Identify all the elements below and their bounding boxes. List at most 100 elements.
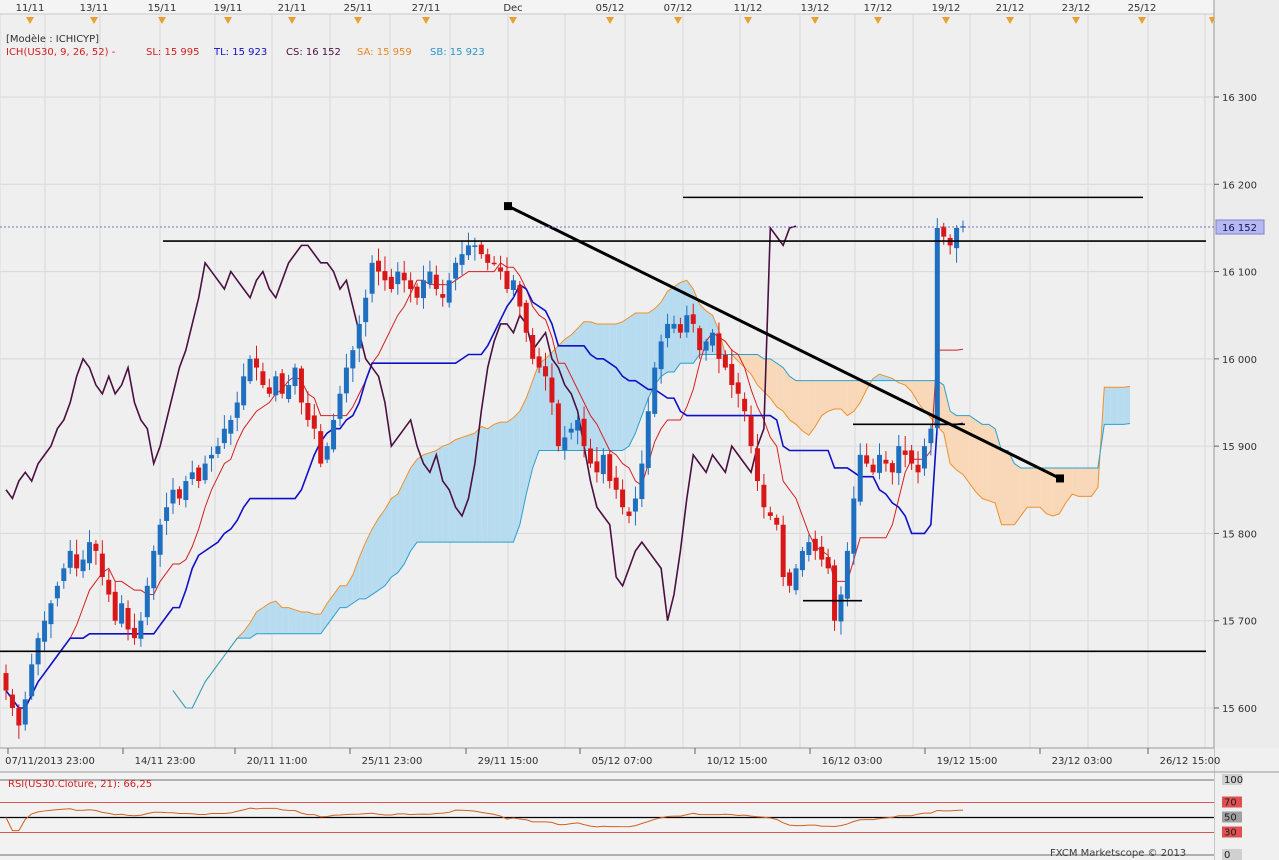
price-tick-label: 15 700	[1222, 617, 1257, 628]
top-date-label: 25/11	[344, 3, 373, 14]
price-tick-label: 16 000	[1222, 355, 1257, 366]
candle-body	[151, 550, 157, 589]
cloud-segment	[963, 415, 970, 484]
session-marker-icon	[288, 17, 296, 24]
candle-body	[825, 557, 831, 569]
time-axis-panel	[0, 748, 1214, 772]
cloud-segment	[449, 439, 456, 543]
candle-body	[960, 226, 966, 228]
cloud-segment	[359, 542, 366, 599]
candle-body	[74, 554, 80, 569]
ichimoku-label: ICH(US30, 9, 26, 52) -	[6, 47, 116, 58]
candle-body	[934, 227, 940, 428]
cloud-segment	[853, 380, 861, 412]
candle-body	[928, 428, 934, 444]
session-marker-icon	[354, 17, 362, 24]
cloud-segment	[911, 380, 919, 403]
candle-body	[652, 367, 658, 414]
time-tick-label: 29/11 15:00	[478, 756, 539, 767]
cloud-segment	[275, 601, 283, 634]
cloud-segment	[1001, 450, 1008, 525]
candle-body	[543, 366, 549, 377]
candle-body	[671, 323, 677, 329]
candle-body	[138, 620, 144, 639]
candle-body	[677, 324, 683, 333]
cloud-segment	[847, 380, 854, 416]
session-marker-icon	[1006, 17, 1014, 24]
cloud-segment	[487, 424, 495, 543]
candle-body	[902, 450, 908, 455]
drawing-annotations[interactable]	[0, 196, 1206, 653]
candle-body	[536, 356, 542, 368]
cloud-segment	[1007, 450, 1015, 525]
cloud-segment	[680, 280, 687, 364]
cloud-segment	[918, 380, 925, 412]
cloud-segment	[815, 380, 822, 427]
cloud-segment	[1104, 387, 1111, 425]
candle-body	[941, 226, 947, 237]
candle-body	[298, 368, 304, 403]
candle-body	[793, 568, 799, 591]
cloud-segment	[301, 611, 308, 634]
cloud-segment	[339, 585, 347, 608]
candle-body	[658, 341, 664, 370]
price-tick-label: 15 900	[1222, 442, 1257, 453]
cloud-segment	[796, 380, 803, 431]
candle-body	[176, 489, 182, 499]
ichimoku-lines	[5, 225, 1131, 709]
current-price-value: 16 152	[1222, 223, 1257, 234]
candle-body	[420, 280, 426, 299]
cloud-segment	[333, 585, 340, 617]
candle-body	[857, 454, 863, 502]
candle-body	[125, 607, 131, 630]
candle-body	[729, 364, 735, 386]
rsi-panel[interactable]	[0, 772, 1214, 860]
cloud-segment	[1020, 467, 1028, 516]
candle-body	[324, 446, 330, 460]
cloud-segment	[288, 607, 296, 634]
cloud-segment	[1072, 467, 1079, 497]
price-axis-panel[interactable]	[1214, 0, 1279, 748]
top-date-label: 15/11	[148, 3, 177, 14]
top-date-label: 21/11	[278, 3, 307, 14]
candle-body	[221, 428, 227, 444]
candle-body	[67, 550, 73, 568]
candle-body	[498, 267, 504, 272]
cloud-segment	[506, 417, 514, 543]
cloud-segment	[417, 454, 424, 543]
chikou-span-line	[5, 225, 797, 621]
cloud-segment	[269, 601, 276, 634]
cloud-segment	[924, 380, 931, 418]
candle-body	[716, 333, 722, 359]
candle-body	[812, 538, 818, 551]
time-tick-label: 05/12 07:00	[592, 756, 653, 767]
cloud-segment	[282, 607, 289, 634]
cloud-segment	[667, 286, 674, 372]
candle-body	[29, 664, 35, 697]
cloud-segment	[1027, 467, 1034, 508]
candle-body	[209, 454, 215, 459]
rsi-level-tag	[1222, 796, 1242, 808]
candle-body	[414, 286, 420, 298]
candle-body	[395, 271, 401, 285]
candle-body	[459, 254, 465, 265]
cloud-segment	[455, 437, 463, 543]
candle-body	[485, 254, 491, 263]
candle-body	[517, 285, 523, 307]
session-marker-icon	[509, 17, 517, 24]
session-marker-icon	[1209, 17, 1215, 24]
candle-body	[157, 524, 163, 555]
candle-body	[581, 418, 587, 447]
session-marker-icon	[942, 17, 950, 24]
session-marker-icon	[158, 17, 166, 24]
cloud-segment	[622, 317, 630, 451]
candle-body	[401, 272, 407, 281]
candle-body	[48, 603, 54, 625]
candle-body	[112, 591, 118, 621]
candle-body	[279, 373, 285, 394]
candle-body	[286, 385, 292, 399]
candle-body	[3, 673, 9, 691]
candlesticks	[3, 218, 966, 739]
candle-body	[273, 376, 279, 396]
